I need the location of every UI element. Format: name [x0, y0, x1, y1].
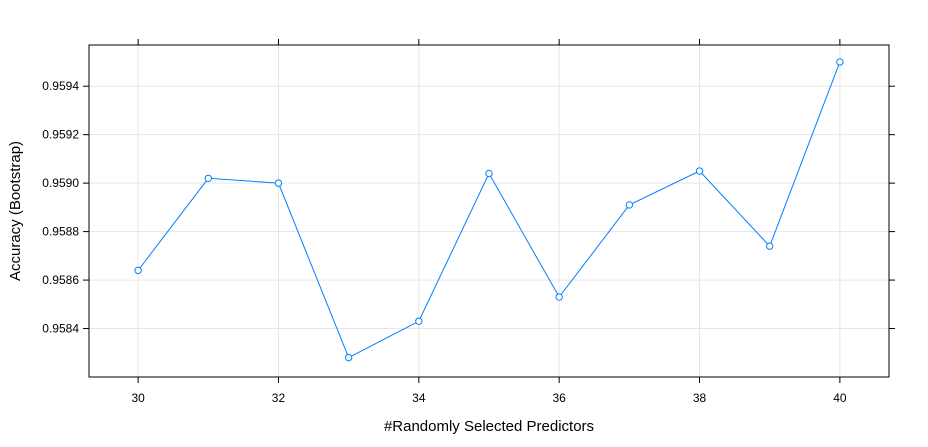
axis-ticks	[83, 39, 895, 383]
data-points	[134, 58, 844, 362]
data-point	[344, 353, 353, 362]
x-tick-label: 32	[272, 391, 286, 405]
y-tick-label: 0.9594	[42, 79, 79, 93]
data-point	[134, 266, 142, 275]
x-tick-label: 30	[131, 391, 145, 405]
data-point	[695, 167, 704, 175]
data-point	[836, 58, 844, 66]
y-tick-label: 0.9584	[42, 322, 79, 336]
x-tick-label: 34	[412, 391, 426, 405]
data-point	[415, 317, 423, 325]
x-tick-label: 36	[552, 391, 566, 405]
x-axis-title: #Randomly Selected Predictors	[384, 418, 594, 435]
data-point	[485, 169, 493, 178]
x-tick-labels: 30 32 34 36 38 40	[131, 391, 846, 405]
x-tick-label: 38	[693, 391, 707, 405]
plot-frame	[88, 44, 890, 378]
data-point	[555, 293, 563, 301]
y-tick-label: 0.9586	[42, 273, 79, 287]
y-axis-title: Accuracy (Bootstrap)	[7, 141, 24, 281]
data-point	[766, 242, 774, 250]
y-tick-label: 0.9590	[42, 176, 79, 190]
y-tick-label: 0.9588	[42, 225, 79, 239]
x-tick-label: 40	[833, 391, 847, 405]
grid-lines	[89, 45, 889, 377]
data-point	[204, 174, 212, 182]
data-point	[274, 179, 283, 187]
y-tick-label: 0.9592	[42, 128, 79, 142]
y-tick-labels: 0.9584 0.9586 0.9588 0.9590 0.9592 0.9594	[42, 79, 79, 335]
series-line	[137, 61, 841, 359]
data-point	[625, 201, 634, 209]
